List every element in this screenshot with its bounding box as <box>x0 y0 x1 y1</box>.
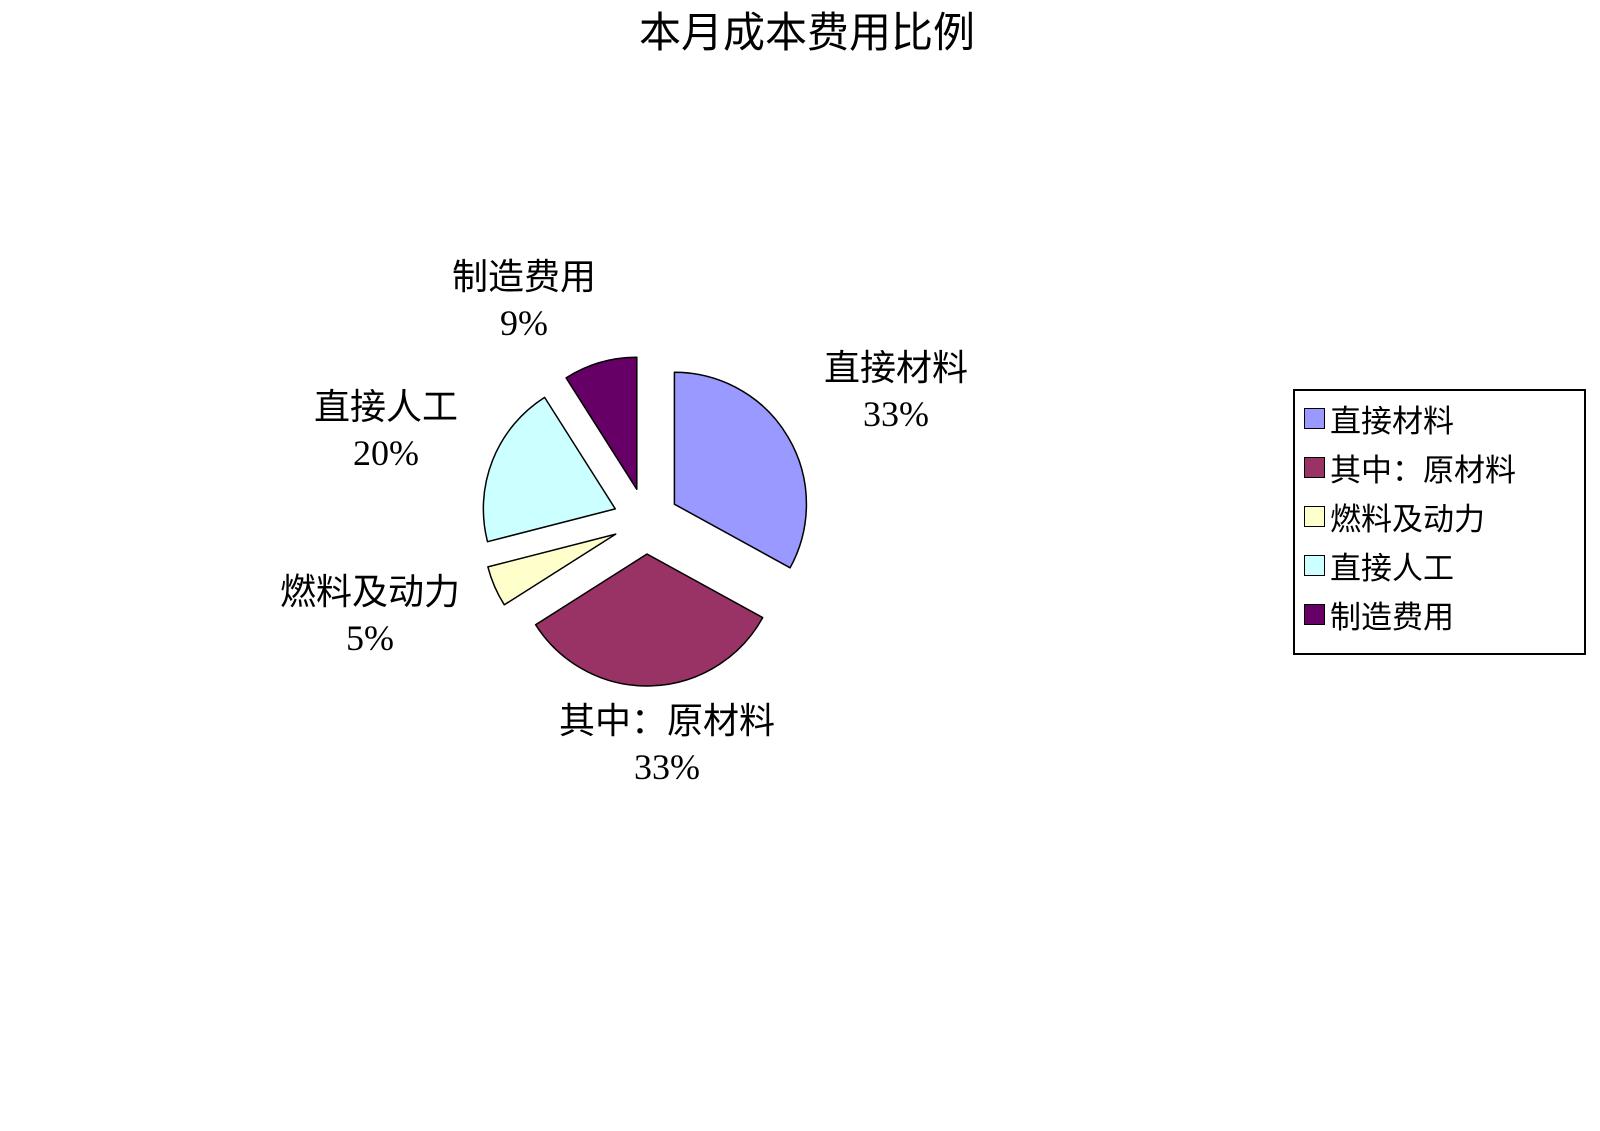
pie-slice-直接人工[interactable] <box>482 396 617 543</box>
legend-swatch-direct-materials <box>1304 408 1325 429</box>
legend-label: 制造费用 <box>1330 600 1454 635</box>
slice-label-pct: 20% <box>352 433 419 473</box>
legend-label: 直接人工 <box>1330 551 1454 586</box>
slice-label-fuel-power: 燃料及动力 5% <box>280 569 460 661</box>
slice-label-name: 直接人工 <box>313 387 459 427</box>
pie-slice-直接材料[interactable] <box>673 371 808 569</box>
slice-label-pct: 33% <box>862 394 929 434</box>
legend-item-direct-labor[interactable]: 直接人工 <box>1304 541 1584 590</box>
slice-label-name: 燃料及动力 <box>279 572 461 612</box>
legend-item-manufacturing-overhead[interactable]: 制造费用 <box>1304 590 1584 639</box>
slice-label-direct-labor: 直接人工 20% <box>314 384 458 476</box>
legend-swatch-direct-labor <box>1304 555 1325 576</box>
legend-item-fuel-power[interactable]: 燃料及动力 <box>1304 492 1584 541</box>
legend: 直接材料 其中：原材料 燃料及动力 直接人工 制造费用 <box>1293 389 1586 655</box>
slice-label-raw-materials: 其中：原材料 33% <box>559 698 775 790</box>
legend-item-direct-materials[interactable]: 直接材料 <box>1304 394 1584 443</box>
slice-label-pct: 33% <box>633 747 700 787</box>
slice-label-name: 直接材料 <box>823 348 969 388</box>
pie-slice-燃料及动力[interactable] <box>487 533 617 606</box>
legend-swatch-fuel-power <box>1304 506 1325 527</box>
legend-swatch-raw-materials <box>1304 457 1325 478</box>
legend-label: 直接材料 <box>1330 404 1454 439</box>
legend-label: 燃料及动力 <box>1330 502 1485 537</box>
legend-item-raw-materials[interactable]: 其中：原材料 <box>1304 443 1584 492</box>
legend-swatch-manufacturing-overhead <box>1304 604 1325 625</box>
slice-label-manufacturing-overhead: 制造费用 9% <box>452 254 596 346</box>
slice-label-pct: 9% <box>499 303 548 343</box>
chart-title: 本月成本费用比例 <box>638 11 976 57</box>
slice-label-pct: 5% <box>345 618 394 658</box>
pie-slice-其中：原材料[interactable] <box>534 553 764 687</box>
legend-label: 其中：原材料 <box>1330 453 1516 488</box>
slice-label-name: 其中：原材料 <box>558 701 776 741</box>
slice-label-name: 制造费用 <box>451 257 597 297</box>
slice-label-direct-materials: 直接材料 33% <box>824 345 968 437</box>
pie-slice-制造费用[interactable] <box>565 356 638 491</box>
